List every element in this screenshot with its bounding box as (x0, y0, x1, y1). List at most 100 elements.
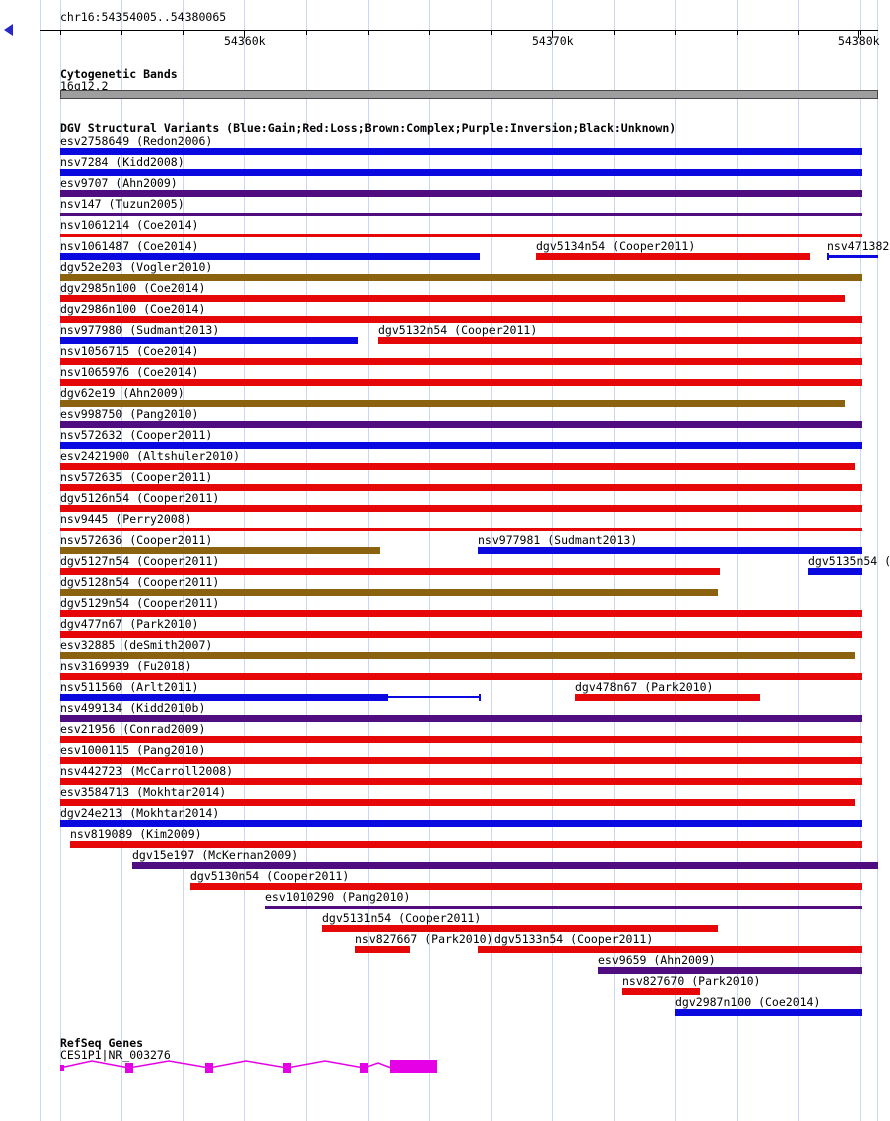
variant-bar[interactable] (622, 988, 700, 995)
gridline (429, 0, 430, 1121)
variant-bar[interactable] (478, 946, 862, 953)
variant-bar[interactable] (265, 906, 862, 909)
variant-bar[interactable] (355, 946, 410, 953)
variant-bar[interactable] (60, 694, 388, 701)
variant-bar[interactable] (60, 778, 862, 785)
variant-bar[interactable] (575, 694, 760, 701)
gridline (798, 0, 799, 1121)
variant-label: dgv5129n54 (Cooper2011) (60, 596, 220, 610)
variant-label: nsv147 (Tuzun2005) (60, 197, 185, 211)
variant-label: nsv572632 (Cooper2011) (60, 428, 213, 442)
variant-bar[interactable] (60, 316, 862, 323)
variant-label: dgv5128n54 (Cooper2011) (60, 575, 220, 589)
variant-bar[interactable] (60, 547, 380, 554)
variant-bar[interactable] (60, 568, 720, 575)
variant-bar[interactable] (60, 337, 358, 344)
ruler-major-tick (552, 30, 553, 38)
variant-label: dgv5132n54 (Cooper2011) (378, 323, 538, 337)
variant-bar[interactable] (60, 234, 862, 237)
variant-bar[interactable] (478, 547, 862, 554)
gene-exon[interactable] (125, 1063, 133, 1073)
variant-bar[interactable] (60, 148, 862, 155)
variant-label: nsv1056715 (Coe2014) (60, 344, 199, 358)
variant-bar[interactable] (60, 274, 862, 281)
variant-bar[interactable] (60, 421, 862, 428)
gene-exon[interactable] (390, 1060, 437, 1073)
variant-bar[interactable] (378, 337, 862, 344)
variant-label: dgv5127n54 (Cooper2011) (60, 554, 220, 568)
variant-label: dgv52e203 (Vogler2010) (60, 260, 213, 274)
variant-bar[interactable] (60, 715, 862, 722)
gene-exon[interactable] (205, 1063, 213, 1073)
variant-bar[interactable] (60, 169, 862, 176)
cytoband-section-title: Cytogenetic Bands (60, 67, 178, 81)
variant-label: nsv7284 (Kidd2008) (60, 155, 185, 169)
variant-label: nsv819089 (Kim2009) (70, 827, 202, 841)
genes-section-title: RefSeq Genes (60, 1036, 144, 1050)
variant-label: esv9707 (Ahn2009) (60, 176, 178, 190)
ruler-region-title: chr16:54354005..54380065 (60, 10, 227, 24)
gene-exon[interactable] (60, 1065, 64, 1071)
variant-bar[interactable] (808, 568, 862, 575)
variant-label: dgv5126n54 (Cooper2011) (60, 491, 220, 505)
variant-bar[interactable] (60, 379, 862, 386)
variant-bar[interactable] (70, 841, 862, 848)
ruler-minor-tick (368, 30, 369, 35)
variant-bar[interactable] (60, 736, 862, 743)
variant-bar[interactable] (322, 925, 718, 932)
variant-bar[interactable] (60, 463, 855, 470)
variant-label: nsv499134 (Kidd2010b) (60, 701, 206, 715)
variant-extension-line (388, 696, 480, 698)
gridline (737, 0, 738, 1121)
variant-label: esv2758649 (Redon2006) (60, 134, 213, 148)
variant-label: esv21956 (Conrad2009) (60, 722, 206, 736)
gene-exon[interactable] (283, 1063, 291, 1073)
gridline (614, 0, 615, 1121)
variant-bar[interactable] (60, 295, 845, 302)
variant-bar[interactable] (60, 253, 480, 260)
variant-bar[interactable] (60, 757, 862, 764)
gene-exon[interactable] (360, 1063, 368, 1073)
variant-label: nsv1065976 (Coe2014) (60, 365, 199, 379)
variant-label: nsv572635 (Cooper2011) (60, 470, 213, 484)
variant-label: dgv5134n54 (Cooper2011) (536, 239, 696, 253)
variant-label: dgv5131n54 (Cooper2011) (322, 911, 482, 925)
variant-label: nsv977980 (Sudmant2013) (60, 323, 220, 337)
variant-label: nsv827670 (Park2010) (622, 974, 761, 988)
variant-bar[interactable] (536, 253, 810, 260)
variant-bar[interactable] (60, 505, 862, 512)
variant-bar[interactable] (60, 442, 862, 449)
variant-bar[interactable] (60, 799, 855, 806)
variant-bar[interactable] (60, 190, 862, 197)
gene-intron-line (59, 1060, 392, 1069)
variant-label: esv32885 (deSmith2007) (60, 638, 213, 652)
variant-bar[interactable] (60, 673, 862, 680)
variant-bar[interactable] (190, 883, 862, 890)
variant-bar[interactable] (598, 967, 862, 974)
variant-bar[interactable] (675, 1009, 862, 1016)
variant-bar[interactable] (60, 213, 862, 216)
variant-bar[interactable] (132, 862, 878, 869)
variant-label: nsv471382 ( (827, 239, 890, 253)
variant-bar[interactable] (60, 820, 862, 827)
ruler-minor-tick (60, 30, 61, 35)
gridline (306, 0, 307, 1121)
variant-bar[interactable] (60, 358, 862, 365)
variant-bar[interactable] (60, 589, 718, 596)
variant-bar[interactable] (60, 631, 862, 638)
variant-bar[interactable] (60, 610, 862, 617)
variant-start-tick (827, 253, 829, 260)
variant-bar[interactable] (60, 400, 845, 407)
gridline (60, 0, 61, 1121)
gene-glyph[interactable] (0, 1055, 890, 1085)
ruler-minor-tick (306, 30, 307, 35)
variant-bar[interactable] (60, 652, 855, 659)
variant-bar[interactable] (827, 255, 878, 258)
variant-bar[interactable] (60, 528, 862, 531)
variant-bar[interactable] (60, 484, 862, 491)
variant-label: nsv442723 (McCarroll2008) (60, 764, 234, 778)
ruler-minor-tick (183, 30, 184, 35)
scroll-left-arrow-icon[interactable] (2, 23, 16, 37)
ruler-tick-label: 54360k (224, 34, 266, 48)
variant-label: nsv572636 (Cooper2011) (60, 533, 213, 547)
